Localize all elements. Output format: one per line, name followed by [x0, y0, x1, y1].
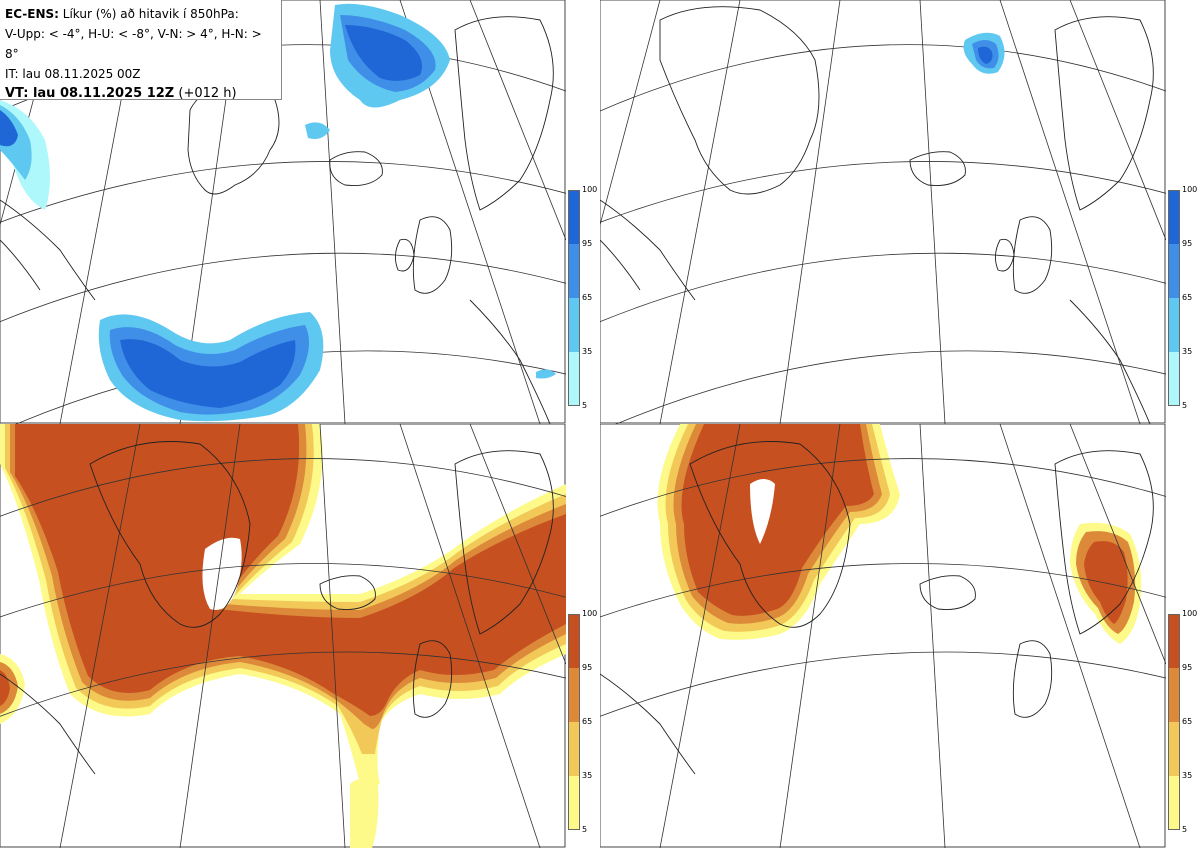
colorbar-tick-label: 35: [582, 347, 593, 356]
colorbar-tick-label: 65: [1182, 717, 1193, 726]
colorbar-segment: [1168, 776, 1180, 830]
legend-line-2: V-Upp: < -4°, H-U: < -8°, V-N: > 4°, H-N…: [5, 27, 262, 61]
colorbar-tick-label: 100: [1182, 185, 1198, 194]
colorbar-segment: [568, 722, 580, 776]
colorbar-tick-label: 5: [582, 401, 588, 410]
legend-line-3: IT: lau 08.11.2025 00Z: [5, 67, 141, 81]
colorbar-segment: [568, 352, 580, 406]
colorbar-tick-label: 35: [1182, 347, 1193, 356]
colorbar-tick-label: 95: [1182, 663, 1193, 672]
legend-line-1: EC-ENS: Líkur (%) að hitavik í 850hPa:: [5, 4, 276, 24]
colorbar-cold-left: 100 95 65 35 5: [568, 185, 598, 410]
colorbar-tick-label: 100: [582, 185, 598, 194]
colorbar-tick-label: 100: [1182, 609, 1198, 618]
legend-line-4: VT: lau 08.11.2025 12Z (+012 h): [5, 84, 276, 104]
colorbar-segment: [1168, 298, 1180, 352]
graticule: [600, 0, 1166, 424]
map-canvas-warm-4: [0, 424, 566, 848]
colorbar-segment: [568, 776, 580, 830]
colorbar-tick-label: 5: [1182, 401, 1188, 410]
colorbar-tick-label: 65: [582, 717, 593, 726]
colorbar-segment: [568, 298, 580, 352]
legend-lead-time: (+012 h): [174, 86, 237, 101]
cold-probability-shading: [963, 32, 1005, 74]
cold-probability-shading: [0, 3, 556, 422]
map-panel-cold-4: EC-ENS: Líkur (%) að hitavik í 850hPa: V…: [0, 0, 566, 424]
colorbar-frame: [1168, 190, 1180, 406]
colorbar-tick-label: 5: [1182, 825, 1188, 834]
colorbar-tick-label: 95: [582, 239, 593, 248]
colorbar-segment: [568, 190, 580, 244]
warm-probability-shading: [0, 424, 566, 848]
colorbar-frame: [568, 614, 580, 830]
coastlines: [0, 441, 554, 775]
warm-probability-shading: [657, 424, 1142, 644]
colorbar-tick-label: 95: [1182, 239, 1193, 248]
colorbar-frame: [568, 190, 580, 406]
colorbar-tick-label: 65: [582, 293, 593, 302]
colorbar-segment: [568, 668, 580, 722]
map-panel-warm-4: [0, 424, 566, 848]
colorbar-segment: [1168, 190, 1180, 244]
colorbar-segment: [1168, 244, 1180, 298]
colorbar-segment: [1168, 352, 1180, 406]
colorbar-segment: [568, 244, 580, 298]
colorbar-warm-right: 100 95 65 35 5: [1168, 609, 1198, 834]
map-panel-warm-8: [600, 424, 1166, 848]
colorbar-tick-label: 5: [582, 825, 588, 834]
map-canvas-cold-4: [0, 0, 566, 424]
coastlines: [600, 441, 1154, 775]
map-canvas-cold-8: [600, 0, 1166, 424]
colorbar-tick-label: 65: [1182, 293, 1193, 302]
colorbar-warm-left: 100 95 65 35 5: [568, 609, 598, 834]
colorbar-tick-label: 95: [582, 663, 593, 672]
colorbar-segment: [568, 614, 580, 668]
colorbar-segment: [1168, 614, 1180, 668]
map-canvas-warm-8: [600, 424, 1166, 848]
forecast-legend-box: EC-ENS: Líkur (%) að hitavik í 850hPa: V…: [0, 0, 282, 101]
coastlines: [600, 6, 1154, 424]
colorbar-segment: [1168, 668, 1180, 722]
colorbar-tick-label: 100: [582, 609, 598, 618]
graticule: [600, 424, 1166, 848]
legend-valid-time: VT: lau 08.11.2025 12Z: [5, 86, 175, 101]
legend-model-name: EC-ENS:: [5, 7, 59, 21]
graticule: [0, 424, 566, 848]
colorbar-cold-right: 100 95 65 35 5: [1168, 185, 1198, 410]
colorbar-segment: [1168, 722, 1180, 776]
colorbar-tick-label: 35: [582, 771, 593, 780]
colorbar-tick-label: 35: [1182, 771, 1193, 780]
legend-description: Líkur (%) að hitavik í 850hPa:: [58, 7, 239, 21]
map-panel-cold-8: [600, 0, 1166, 424]
colorbar-frame: [1168, 614, 1180, 830]
